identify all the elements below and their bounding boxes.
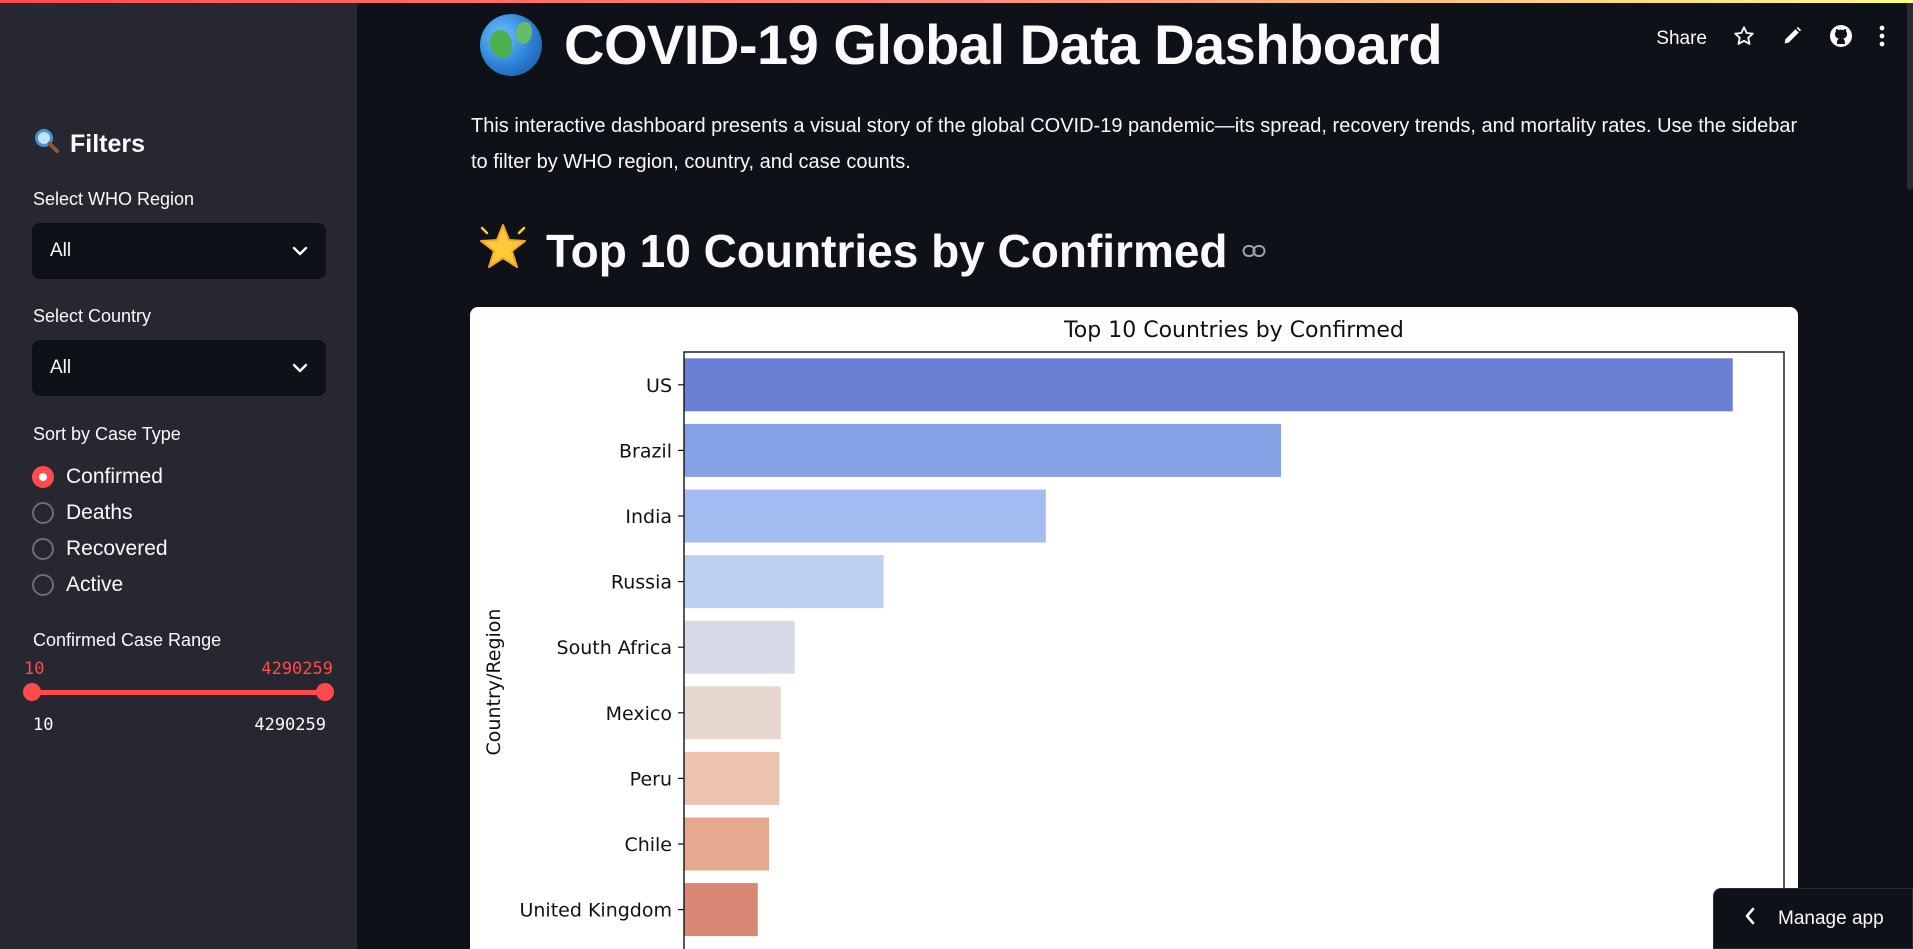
range-label: Confirmed Case Range bbox=[33, 630, 222, 650]
chart-card: Top 10 Countries by Confirmed US Brazil Ind… bbox=[470, 307, 1798, 949]
radio-label: Recovered bbox=[66, 537, 168, 560]
country-select-value: All bbox=[50, 357, 72, 378]
chevron-left-icon bbox=[1744, 907, 1756, 931]
range-min-label: 10 bbox=[33, 715, 54, 735]
top-accent-stripe bbox=[0, 0, 1913, 3]
bar-russia bbox=[684, 555, 884, 609]
globe-icon bbox=[480, 13, 542, 76]
region-label: Select WHO Region bbox=[33, 189, 195, 209]
y-tick-label: India bbox=[625, 506, 672, 528]
radio-active[interactable]: Active bbox=[32, 573, 123, 597]
range-low-value: 10 bbox=[24, 659, 45, 679]
bar-peru bbox=[684, 751, 780, 805]
chevron-down-icon bbox=[292, 357, 308, 379]
country-label: Select Country bbox=[33, 306, 152, 326]
chart-title: Top 10 Countries by Confirmed bbox=[1063, 318, 1404, 343]
bar-mexico bbox=[684, 686, 781, 740]
y-axis-label: Country/Region bbox=[483, 609, 505, 756]
manage-app-label: Manage app bbox=[1778, 907, 1884, 929]
y-tick-label: US bbox=[646, 375, 672, 397]
radio-label: Active bbox=[66, 573, 124, 596]
radio-icon[interactable] bbox=[32, 538, 54, 560]
link-icon[interactable] bbox=[1242, 237, 1266, 265]
bar-brazil bbox=[684, 423, 1282, 477]
y-tick-label: United Kingdom bbox=[519, 900, 672, 922]
section-heading-text: Top 10 Countries by Confirmed bbox=[546, 225, 1228, 277]
y-tick-label: Chile bbox=[624, 834, 672, 856]
magnifier-icon bbox=[34, 128, 60, 161]
region-select[interactable]: All bbox=[32, 223, 326, 279]
radio-icon[interactable] bbox=[32, 502, 54, 524]
share-button[interactable]: Share bbox=[1656, 28, 1707, 49]
pencil-icon[interactable] bbox=[1781, 25, 1803, 53]
glowing-star-icon bbox=[478, 222, 528, 280]
manage-app-button[interactable]: Manage app bbox=[1713, 888, 1913, 949]
bar-chart: Top 10 Countries by Confirmed US Brazil Ind… bbox=[483, 318, 1785, 949]
radio-icon[interactable] bbox=[32, 574, 54, 596]
sidebar: Filters Select WHO Region All Select Cou… bbox=[0, 0, 357, 949]
sidebar-title-text: Filters bbox=[70, 130, 146, 158]
region-select-value: All bbox=[50, 240, 72, 261]
chevron-down-icon bbox=[292, 240, 308, 262]
bar-india bbox=[684, 489, 1046, 543]
star-icon[interactable] bbox=[1733, 25, 1755, 53]
scrollbar[interactable] bbox=[1907, 0, 1913, 190]
bar-united-kingdom bbox=[684, 883, 758, 937]
range-slider-low-handle[interactable] bbox=[23, 683, 41, 701]
country-select[interactable]: All bbox=[32, 340, 326, 396]
more-menu-icon[interactable] bbox=[1879, 25, 1885, 53]
range-slider-track[interactable] bbox=[32, 690, 326, 695]
range-high-value: 4290259 bbox=[261, 659, 333, 679]
page-title: COVID-19 Global Data Dashboard bbox=[480, 12, 1443, 77]
radio-confirmed[interactable]: Confirmed bbox=[32, 465, 163, 489]
intro-paragraph: This interactive dashboard presents a vi… bbox=[471, 115, 1798, 173]
radio-recovered[interactable]: Recovered bbox=[32, 537, 168, 561]
y-tick-label: Peru bbox=[630, 768, 672, 790]
range-max-label: 4290259 bbox=[254, 715, 326, 735]
bar-south-africa bbox=[684, 620, 795, 674]
github-icon[interactable] bbox=[1829, 24, 1853, 54]
y-tick-label: South Africa bbox=[557, 637, 672, 659]
plot-frame bbox=[683, 351, 1785, 949]
section-heading: Top 10 Countries by Confirmed bbox=[478, 222, 1266, 280]
sort-label: Sort by Case Type bbox=[33, 424, 181, 444]
range-slider-high-handle[interactable] bbox=[316, 683, 334, 701]
radio-label: Deaths bbox=[66, 501, 133, 524]
radio-selected-icon[interactable] bbox=[32, 466, 54, 488]
toolbar: Share bbox=[1656, 24, 1885, 54]
bar-us bbox=[684, 358, 1733, 412]
y-tick-label: Brazil bbox=[619, 440, 672, 462]
y-tick-label: Russia bbox=[611, 572, 672, 594]
y-tick-label: Mexico bbox=[606, 703, 672, 725]
radio-deaths[interactable]: Deaths bbox=[32, 501, 133, 525]
sidebar-title: Filters bbox=[34, 128, 145, 161]
bar-chile bbox=[684, 817, 770, 871]
radio-label: Confirmed bbox=[66, 465, 163, 488]
page-title-text: COVID-19 Global Data Dashboard bbox=[564, 13, 1443, 76]
